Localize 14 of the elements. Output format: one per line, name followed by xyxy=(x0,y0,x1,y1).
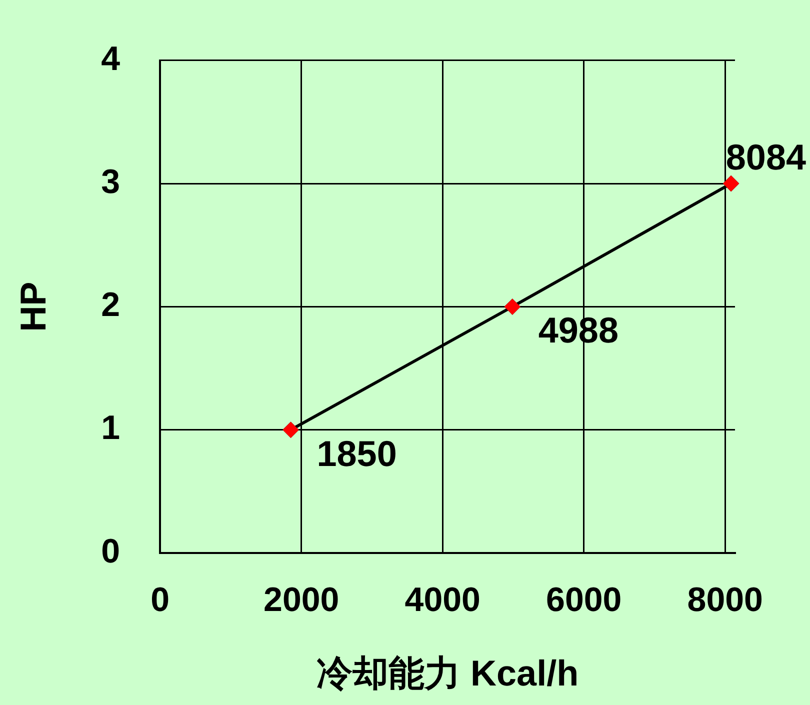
y-axis-title: HP xyxy=(12,282,54,332)
y-tick-label: 3 xyxy=(101,162,120,201)
y-tick-label: 1 xyxy=(101,409,120,448)
annotation: 1850 xyxy=(316,432,397,474)
x-tick-label: 6000 xyxy=(546,580,622,619)
x-axis-title: 冷却能力 Kcal/h xyxy=(316,652,579,694)
x-tick-label: 0 xyxy=(150,580,170,619)
y-tick-label: 4 xyxy=(101,40,120,78)
annotation: 8084 xyxy=(726,136,806,178)
x-tick-label: 8000 xyxy=(687,580,763,619)
y-tick-label: 2 xyxy=(101,286,120,324)
x-tick-label: 4000 xyxy=(404,580,480,619)
x-tick-label: 2000 xyxy=(264,580,340,619)
y-tick-label: 0 xyxy=(101,532,120,570)
